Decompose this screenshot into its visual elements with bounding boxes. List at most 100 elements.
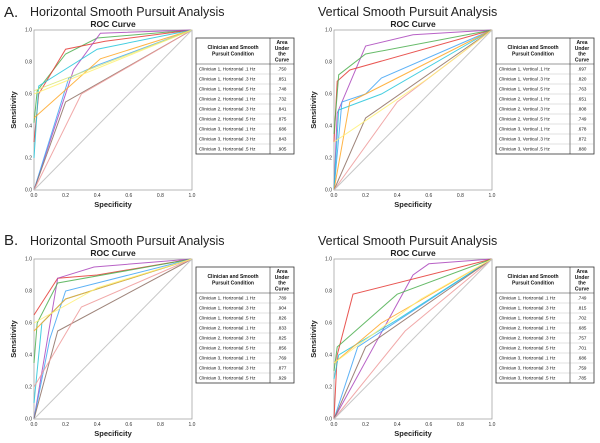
roc-title: ROC Curve	[90, 248, 136, 258]
table-row-condition: Clinician 3, Horizontal .3 Hz	[499, 366, 556, 371]
x-tick-label: 0.6	[125, 193, 132, 199]
table-header-condition: Pursuit Condition	[512, 281, 554, 287]
table-row-condition: Clinician 1, Horizontal .3 Hz	[199, 77, 256, 82]
table-row-condition: Clinician 3, Horizontal .1 Hz	[499, 356, 556, 361]
roc-series-line-7	[333, 258, 493, 420]
x-tick-label: 0.8	[157, 193, 164, 199]
x-tick-label: 0.6	[425, 193, 432, 199]
roc-series-line-6	[33, 29, 193, 119]
roc-series-line-6	[33, 258, 193, 332]
roc-series-line-3	[333, 29, 493, 135]
auc-table	[195, 37, 295, 155]
x-tick-label: 0.2	[62, 422, 69, 428]
table-row-condition: Clinician 1, Horizontal .5 Hz	[499, 316, 556, 321]
y-tick-label: 0.6	[325, 321, 332, 327]
y-tick-label: 0.8	[325, 60, 332, 66]
table-row-area: .697	[578, 67, 587, 72]
roc-series-line-11	[33, 29, 193, 191]
y-tick-label: 0.4	[25, 124, 32, 130]
table-row-area: .826	[278, 316, 287, 321]
table-row-condition: Clinician 2, Vertical .1 Hz	[499, 97, 551, 102]
table-header-area: the	[578, 281, 586, 287]
table-row-condition: Clinician 1, Horizontal .3 Hz	[499, 306, 556, 311]
table-row-area: .820	[578, 77, 587, 82]
table-row-condition: Clinician 2, Horizontal .1 Hz	[499, 326, 556, 331]
roc-series-line-10	[333, 29, 493, 191]
table-header-area: Area	[276, 40, 287, 46]
x-tick-label: 0.8	[157, 422, 164, 428]
y-tick-label: 0.4	[325, 353, 332, 359]
section-label-a: A.	[4, 4, 19, 21]
y-tick-label: 0.4	[325, 124, 332, 130]
x-axis-label: Specificity	[394, 429, 432, 438]
table-row-condition: Clinician 3, Horizontal .5 Hz	[499, 376, 556, 381]
table-row-area: .929	[278, 376, 287, 381]
roc-series-line-5	[33, 29, 193, 159]
roc-series-line-1	[333, 258, 493, 420]
roc-title: ROC Curve	[390, 248, 436, 258]
table-header-area: Under	[275, 46, 290, 52]
roc-series-line-2	[33, 258, 193, 420]
roc-title: ROC Curve	[390, 19, 436, 29]
table-row-area: .851	[278, 77, 287, 82]
table-row-area: .877	[278, 366, 287, 371]
roc-series-line-3	[33, 29, 193, 191]
x-axis-label: Specificity	[94, 429, 132, 438]
roc-chart-a-vertical: ROC Curve 0.00.0 0.2 0.2 0.4 0.4 0.6 0.6 0.8 0.8 1…	[309, 19, 595, 209]
y-tick-label: 0.8	[325, 289, 332, 295]
table-row-condition: Clinician 2, Horizontal .1 Hz	[199, 97, 256, 102]
roc-series-line-8	[33, 29, 193, 191]
table-row-condition: Clinician 1, Horizontal .1 Hz	[499, 296, 556, 301]
table-row-condition: Clinician 2, Horizontal .1 Hz	[199, 326, 256, 331]
roc-series-line-4	[33, 258, 193, 420]
panel-title-b-horizontal: Horizontal Smooth Pursuit Analysis	[30, 234, 225, 248]
table-row-condition: Clinician 3, Horizontal .1 Hz	[199, 127, 256, 132]
table-row-condition: Clinician 3, Horizontal .1 Hz	[199, 356, 256, 361]
x-tick-label: 0.4	[394, 422, 401, 428]
table-row-area: .815	[578, 306, 587, 311]
panel-title-b-vertical: Vertical Smooth Pursuit Analysis	[318, 234, 498, 248]
roc-series-line-9	[333, 29, 493, 143]
table-row-area: .875	[278, 117, 287, 122]
table-header-area: the	[278, 52, 286, 58]
y-axis-label: Sensitivity	[9, 90, 18, 128]
table-row-area: .872	[578, 137, 587, 142]
x-tick-label: 0.2	[362, 422, 369, 428]
table-row-condition: Clinician 2, Vertical .3 Hz	[499, 107, 551, 112]
table-row-area: .749	[578, 296, 587, 301]
y-axis-label: Sensitivity	[309, 319, 318, 357]
y-tick-label: 1.0	[25, 28, 32, 34]
table-row-area: .701	[578, 346, 587, 351]
table-row-condition: Clinician 3, Horizontal .3 Hz	[199, 366, 256, 371]
table-row-condition: Clinician 1, Horizontal .5 Hz	[199, 87, 256, 92]
table-row-area: .789	[278, 296, 287, 301]
table-header-area: the	[578, 52, 586, 58]
roc-series-line-1	[333, 29, 493, 191]
x-tick-label: 1.0	[189, 422, 196, 428]
roc-series-line-7	[33, 258, 193, 420]
x-axis-label: Specificity	[394, 200, 432, 209]
x-tick-label: 0.6	[425, 422, 432, 428]
table-row-condition: Clinician 3, Horizontal .5 Hz	[199, 147, 256, 152]
roc-title: ROC Curve	[90, 19, 136, 29]
y-tick-label: 0.6	[25, 92, 32, 98]
table-row-area: .686	[578, 356, 587, 361]
table-row-condition: Clinician 2, Horizontal .3 Hz	[199, 107, 256, 112]
y-tick-label: 0.0	[325, 188, 332, 194]
x-tick-label: 0.0	[331, 193, 338, 199]
y-tick-label: 0.2	[325, 156, 332, 162]
table-row-area: .808	[578, 107, 587, 112]
roc-series-line-8	[33, 258, 193, 388]
table-row-condition: Clinician 3, Vertical .3 Hz	[499, 137, 551, 142]
y-tick-label: 0.0	[25, 188, 32, 194]
table-row-area: .763	[578, 87, 587, 92]
table-row-area: .841	[278, 107, 287, 112]
y-tick-label: 1.0	[25, 257, 32, 263]
table-header-condition: Clinician and Smooth	[207, 274, 258, 280]
table-row-condition: Clinician 2, Horizontal .5 Hz	[199, 117, 256, 122]
x-tick-label: 0.2	[62, 193, 69, 199]
table-header-area: Under	[575, 46, 590, 52]
table-row-condition: Clinician 1, Vertical .5 Hz	[499, 87, 551, 92]
y-tick-label: 0.4	[25, 353, 32, 359]
table-row-condition: Clinician 2, Horizontal .5 Hz	[199, 346, 256, 351]
